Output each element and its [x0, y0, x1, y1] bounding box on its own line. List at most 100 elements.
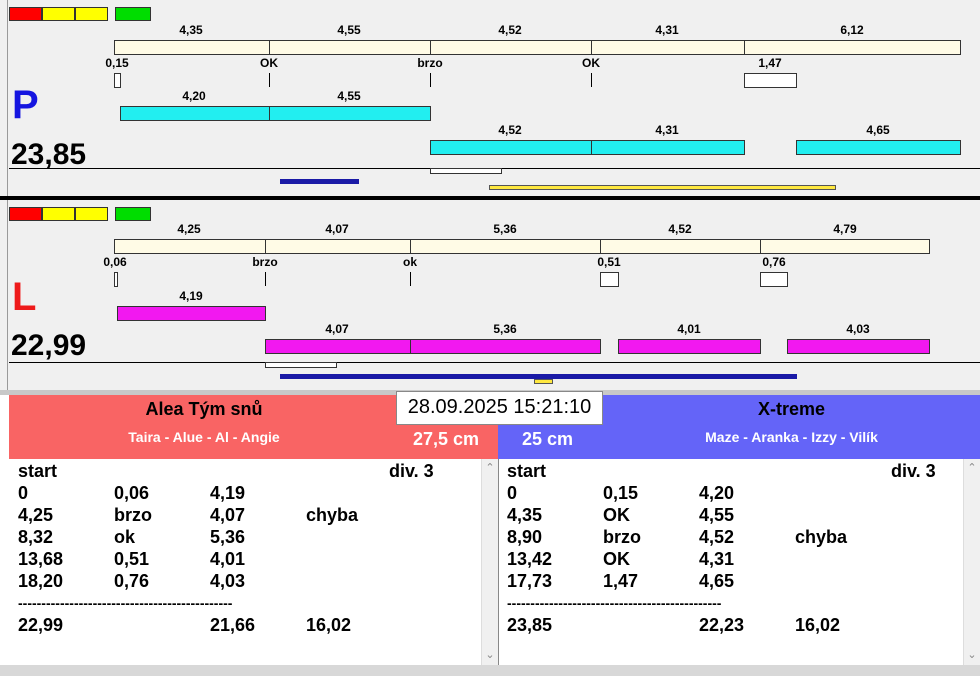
cell: 4,31 [699, 549, 735, 569]
lane-letter-p: P [12, 83, 39, 127]
split-bar [600, 239, 761, 254]
reaction-label: 0,06 [103, 255, 127, 269]
cell: 16,02 [795, 615, 841, 635]
cell: 18,20 [18, 571, 64, 591]
lane-bar [269, 106, 431, 121]
cell: 0,15 [603, 483, 639, 503]
reaction-label: 0,76 [762, 255, 786, 269]
cell: 4,01 [210, 549, 246, 569]
cell: 8,90 [507, 527, 543, 547]
split-bar [430, 40, 592, 55]
timeline-panel-l: 4,25 4,07 5,36 4,52 4,79 0,06 brzo ok 0,… [0, 200, 980, 390]
panel-left-border [7, 200, 8, 390]
cell: brzo [603, 527, 641, 547]
cell: 0 [507, 483, 518, 503]
cell: 1,47 [603, 571, 639, 591]
lane-bar [787, 339, 930, 354]
split-label: 4,55 [337, 23, 361, 37]
lane-bar [591, 140, 745, 155]
separator-text: ----------------------------------------… [18, 595, 233, 611]
lane-bar [120, 106, 270, 121]
split-label: 4,07 [325, 222, 349, 236]
cell: 13,42 [507, 549, 553, 569]
reaction-label: 1,47 [758, 56, 782, 70]
yellow-bar [534, 379, 553, 384]
lane-bar [618, 339, 761, 354]
split-bar [410, 239, 601, 254]
reaction-tick [591, 73, 592, 87]
panel-left-border [7, 0, 8, 197]
start-label: start [18, 461, 58, 481]
split-bar [265, 239, 411, 254]
results-list-left[interactable]: start div. 3 0 0,06 4,19 4,25 brzo 4,07 … [9, 459, 481, 665]
reaction-label: ok [402, 255, 418, 269]
total-time-p: 23,85 [11, 138, 87, 171]
reaction-box [744, 73, 797, 88]
start-label: start [507, 461, 547, 481]
split-label: 4,52 [668, 222, 692, 236]
cell: OK [603, 505, 630, 525]
lane-bar [410, 339, 601, 354]
div-label: div. 3 [389, 461, 434, 481]
cell: ok [114, 527, 136, 547]
reaction-label: brzo [417, 56, 443, 70]
split-bar [114, 40, 270, 55]
split-label: 4,52 [498, 23, 522, 37]
scrollbar-right[interactable]: ⌃ ⌄ [963, 459, 980, 665]
split-bar [114, 239, 266, 254]
reaction-box [114, 73, 121, 88]
cell: 13,68 [18, 549, 64, 569]
results-list-right[interactable]: start div. 3 0 0,15 4,20 4,35 OK 4,55 8,… [498, 459, 963, 665]
status-light-green [115, 207, 151, 221]
reaction-label: OK [582, 56, 600, 70]
cell: 5,36 [210, 527, 246, 547]
split-bar [760, 239, 930, 254]
chevron-down-icon[interactable]: ⌄ [967, 649, 977, 661]
reaction-tick [269, 73, 270, 87]
cell: 0 [18, 483, 29, 503]
lane-label: 4,07 [325, 322, 349, 336]
cell: 4,25 [18, 505, 54, 525]
split-bar [744, 40, 961, 55]
team-right-header: X-treme Maze - Aranka - Izzy - Vilík 25 … [498, 395, 980, 459]
list-header: start div. 3 [9, 460, 481, 482]
split-label: 4,25 [177, 222, 201, 236]
cell: chyba [306, 505, 359, 525]
team-right-members: Maze - Aranka - Izzy - Vilík [705, 429, 878, 445]
reaction-label: 0,15 [105, 56, 129, 70]
reaction-label: OK [260, 56, 278, 70]
reaction-label: 0,51 [597, 255, 621, 269]
scrollbar-left[interactable]: ⌃ ⌄ [481, 459, 498, 665]
div-label: div. 3 [891, 461, 936, 481]
lane-label: 4,03 [846, 322, 870, 336]
reaction-box [760, 272, 788, 287]
team-left-height: 27,5 cm [413, 429, 480, 449]
lane-label: 4,20 [182, 89, 206, 103]
panel-separator [0, 196, 980, 200]
cell: OK [603, 549, 630, 569]
status-light-green [115, 7, 151, 21]
cell: 16,02 [306, 615, 352, 635]
blue-bar [280, 179, 359, 184]
cell: 17,73 [507, 571, 553, 591]
chevron-up-icon[interactable]: ⌃ [967, 462, 977, 474]
cell: 4,03 [210, 571, 246, 591]
gap-box [430, 168, 502, 174]
cell: brzo [114, 505, 152, 525]
yellow-bar [489, 185, 836, 190]
split-label: 5,36 [493, 222, 517, 236]
lane-bar [117, 306, 266, 321]
separator-text: ----------------------------------------… [507, 595, 722, 611]
cell: 22,23 [699, 615, 745, 635]
chevron-up-icon[interactable]: ⌃ [485, 462, 495, 474]
cell: 4,65 [699, 571, 735, 591]
chevron-down-icon[interactable]: ⌄ [485, 649, 495, 661]
timestamp: 28.09.2025 15:21:10 [396, 391, 603, 425]
split-bar [591, 40, 745, 55]
reaction-box [600, 272, 619, 287]
team-left-name: Alea Tým snů [145, 399, 263, 419]
cell: 4,55 [699, 505, 735, 525]
team-right-height: 25 cm [522, 429, 574, 449]
split-label: 4,31 [655, 23, 679, 37]
cell: 0,76 [114, 571, 150, 591]
